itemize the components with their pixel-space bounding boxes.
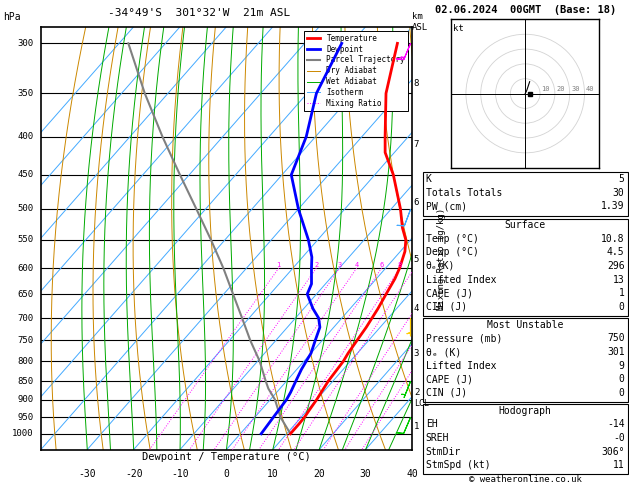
Text: Totals Totals: Totals Totals: [426, 188, 502, 198]
Text: -30: -30: [79, 469, 96, 479]
Text: 4.5: 4.5: [607, 247, 625, 258]
Text: 400: 400: [18, 132, 33, 141]
Text: 15: 15: [438, 262, 446, 268]
Text: PW (cm): PW (cm): [426, 201, 467, 211]
Text: kt: kt: [453, 24, 464, 33]
Text: Pressure (mb): Pressure (mb): [426, 333, 502, 344]
Text: StmDir: StmDir: [426, 447, 461, 457]
Text: Lifted Index: Lifted Index: [426, 361, 496, 371]
Text: 3: 3: [337, 262, 342, 268]
Text: 1.39: 1.39: [601, 201, 625, 211]
Text: Mixing Ratio (g/kg): Mixing Ratio (g/kg): [437, 208, 446, 311]
Text: 10: 10: [410, 262, 419, 268]
Text: 20: 20: [313, 469, 325, 479]
Text: km
ASL: km ASL: [412, 12, 428, 32]
Text: 1: 1: [414, 422, 419, 431]
Text: Lifted Index: Lifted Index: [426, 275, 496, 285]
Text: 02.06.2024  00GMT  (Base: 18): 02.06.2024 00GMT (Base: 18): [435, 4, 616, 15]
Text: CAPE (J): CAPE (J): [426, 288, 473, 298]
Text: CIN (J): CIN (J): [426, 302, 467, 312]
Text: 25: 25: [474, 262, 482, 268]
Text: 700: 700: [18, 313, 33, 323]
Text: 350: 350: [18, 89, 33, 98]
Text: 30: 30: [360, 469, 372, 479]
Text: -20: -20: [125, 469, 143, 479]
Text: 0: 0: [619, 388, 625, 398]
Text: Hodograph: Hodograph: [499, 406, 552, 416]
Text: θₑ(K): θₑ(K): [426, 261, 455, 271]
Text: 750: 750: [18, 336, 33, 345]
Text: CAPE (J): CAPE (J): [426, 374, 473, 384]
Text: -34°49'S  301°32'W  21m ASL: -34°49'S 301°32'W 21m ASL: [108, 8, 290, 18]
Text: 1: 1: [277, 262, 281, 268]
Text: 10.8: 10.8: [601, 234, 625, 244]
Text: θₑ (K): θₑ (K): [426, 347, 461, 357]
Text: 8: 8: [398, 262, 402, 268]
Text: 301: 301: [607, 347, 625, 357]
Text: 10: 10: [542, 86, 550, 91]
Text: 2: 2: [414, 388, 419, 397]
Text: 4: 4: [414, 304, 419, 313]
Text: 2: 2: [314, 262, 318, 268]
Text: 40: 40: [586, 86, 594, 91]
Text: 5: 5: [619, 174, 625, 184]
Text: 1000: 1000: [12, 429, 33, 438]
Text: 11: 11: [613, 460, 625, 470]
Text: 750: 750: [607, 333, 625, 344]
Text: hPa: hPa: [3, 12, 21, 22]
Text: 500: 500: [18, 205, 33, 213]
Text: 950: 950: [18, 413, 33, 421]
Text: -0: -0: [613, 433, 625, 443]
Text: 6: 6: [414, 198, 419, 207]
Text: K: K: [426, 174, 431, 184]
Text: 0: 0: [223, 469, 230, 479]
Text: 4: 4: [355, 262, 359, 268]
Text: 1: 1: [619, 288, 625, 298]
Text: Surface: Surface: [504, 220, 546, 230]
Text: 300: 300: [18, 39, 33, 48]
Text: © weatheronline.co.uk: © weatheronline.co.uk: [469, 474, 582, 484]
Text: 600: 600: [18, 263, 33, 273]
Text: 296: 296: [607, 261, 625, 271]
Text: Most Unstable: Most Unstable: [487, 320, 564, 330]
Text: EH: EH: [426, 419, 438, 430]
Legend: Temperature, Dewpoint, Parcel Trajectory, Dry Adiabat, Wet Adiabat, Isotherm, Mi: Temperature, Dewpoint, Parcel Trajectory…: [304, 31, 408, 111]
Text: 5: 5: [414, 256, 419, 264]
Text: 7: 7: [414, 140, 419, 149]
Text: 6: 6: [379, 262, 384, 268]
Text: 650: 650: [18, 290, 33, 298]
Text: StmSpd (kt): StmSpd (kt): [426, 460, 491, 470]
Text: 9: 9: [619, 361, 625, 371]
Text: 550: 550: [18, 235, 33, 244]
Text: 30: 30: [613, 188, 625, 198]
Text: 0: 0: [619, 374, 625, 384]
Text: 13: 13: [613, 275, 625, 285]
Text: 3: 3: [414, 348, 419, 358]
Text: 450: 450: [18, 170, 33, 179]
Text: 800: 800: [18, 357, 33, 366]
Text: 20: 20: [556, 86, 565, 91]
Text: SREH: SREH: [426, 433, 449, 443]
Text: 900: 900: [18, 395, 33, 404]
Text: 0: 0: [619, 302, 625, 312]
Text: CIN (J): CIN (J): [426, 388, 467, 398]
Text: LCL: LCL: [414, 399, 429, 408]
Text: 40: 40: [406, 469, 418, 479]
Text: -14: -14: [607, 419, 625, 430]
Text: Dewp (°C): Dewp (°C): [426, 247, 479, 258]
Text: -10: -10: [171, 469, 189, 479]
Text: 30: 30: [571, 86, 580, 91]
Text: 8: 8: [414, 79, 419, 88]
Text: 10: 10: [267, 469, 279, 479]
X-axis label: Dewpoint / Temperature (°C): Dewpoint / Temperature (°C): [142, 452, 311, 462]
Text: 306°: 306°: [601, 447, 625, 457]
Text: Temp (°C): Temp (°C): [426, 234, 479, 244]
Text: 20: 20: [458, 262, 466, 268]
Text: 850: 850: [18, 377, 33, 385]
